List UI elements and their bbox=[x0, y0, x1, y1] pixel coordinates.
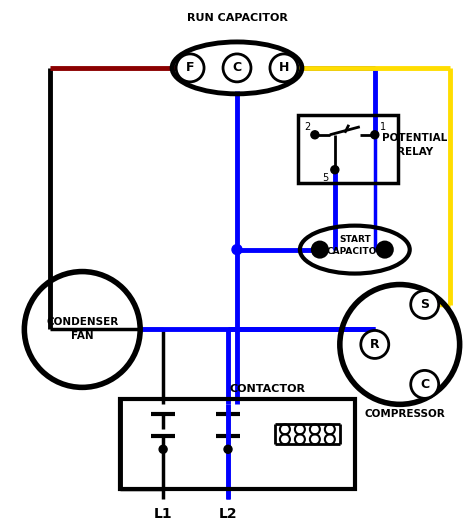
Bar bbox=[120, 400, 355, 489]
Circle shape bbox=[361, 331, 389, 358]
Text: 2: 2 bbox=[304, 122, 310, 132]
Text: R: R bbox=[370, 338, 380, 351]
Circle shape bbox=[371, 131, 379, 139]
Circle shape bbox=[410, 291, 438, 319]
Circle shape bbox=[232, 245, 242, 255]
Circle shape bbox=[224, 445, 232, 453]
Text: CAPACITOR: CAPACITOR bbox=[326, 247, 383, 256]
Text: CONTACTOR: CONTACTOR bbox=[229, 384, 305, 394]
Circle shape bbox=[331, 166, 339, 174]
Bar bbox=[298, 115, 398, 183]
Text: S: S bbox=[420, 298, 429, 311]
Text: RUN CAPACITOR: RUN CAPACITOR bbox=[187, 13, 287, 23]
Text: F: F bbox=[186, 61, 194, 74]
Text: C: C bbox=[232, 61, 242, 74]
Text: 5: 5 bbox=[322, 173, 328, 183]
Text: POTENTIAL: POTENTIAL bbox=[382, 133, 447, 143]
Circle shape bbox=[176, 54, 204, 82]
Circle shape bbox=[410, 370, 438, 399]
Text: RELAY: RELAY bbox=[397, 147, 433, 157]
Text: FAN: FAN bbox=[71, 332, 93, 342]
Text: L2: L2 bbox=[219, 507, 237, 521]
Circle shape bbox=[377, 242, 393, 258]
Text: C: C bbox=[420, 378, 429, 391]
Circle shape bbox=[223, 54, 251, 82]
Text: H: H bbox=[279, 61, 289, 74]
Text: START: START bbox=[339, 235, 371, 244]
Circle shape bbox=[270, 54, 298, 82]
Text: 1: 1 bbox=[380, 122, 386, 132]
Circle shape bbox=[312, 242, 328, 258]
Text: COMPRESSOR: COMPRESSOR bbox=[365, 410, 445, 419]
Text: CONDENSER: CONDENSER bbox=[46, 317, 118, 327]
Circle shape bbox=[159, 445, 167, 453]
Circle shape bbox=[311, 131, 319, 139]
Text: L1: L1 bbox=[154, 507, 173, 521]
